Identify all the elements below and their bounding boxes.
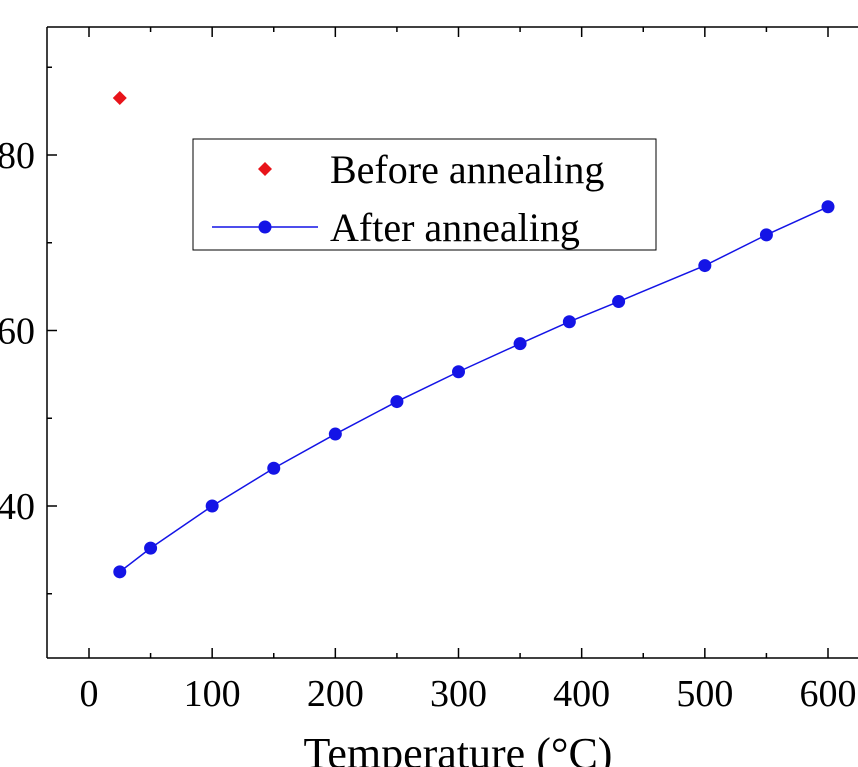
data-point — [144, 541, 158, 555]
data-point — [562, 315, 576, 329]
legend-marker — [258, 220, 272, 234]
x-tick-label: 200 — [307, 673, 364, 715]
data-point — [205, 499, 219, 513]
y-tick-label: 80 — [0, 135, 35, 177]
data-point — [390, 395, 404, 409]
data-point — [698, 259, 712, 273]
legend-marker — [258, 162, 272, 176]
y-ticks: 40 60 80 — [0, 66, 57, 595]
legend-label: After annealing — [330, 205, 580, 250]
x-ticks: 0 100 200 300 400 500 600 — [80, 27, 857, 715]
x-tick-label: 0 — [80, 673, 99, 715]
legend: Before annealing After annealing — [192, 138, 657, 251]
y-tick-label: 60 — [0, 311, 35, 353]
series — [112, 90, 127, 105]
x-tick-label: 400 — [553, 673, 610, 715]
x-tick-label: 100 — [184, 673, 241, 715]
y-tick-label: 40 — [0, 486, 35, 528]
series-line — [119, 206, 829, 573]
series — [113, 200, 835, 579]
x-tick-label: 300 — [430, 673, 487, 715]
data-point — [267, 461, 281, 475]
series-layer — [112, 90, 835, 579]
axes — [46, 26, 858, 659]
data-point — [328, 427, 342, 441]
legend-box — [192, 138, 657, 251]
x-tick-label: 600 — [800, 673, 857, 715]
data-point — [452, 365, 465, 379]
x-axis-title: Temperature (°C) — [304, 729, 613, 767]
data-point — [759, 228, 773, 242]
data-point — [113, 565, 127, 579]
x-tick-label: 500 — [676, 673, 733, 715]
data-point — [513, 337, 527, 351]
data-point — [612, 295, 626, 309]
legend-label: Before annealing — [330, 147, 604, 192]
data-point — [821, 200, 835, 214]
data-point — [112, 90, 127, 105]
